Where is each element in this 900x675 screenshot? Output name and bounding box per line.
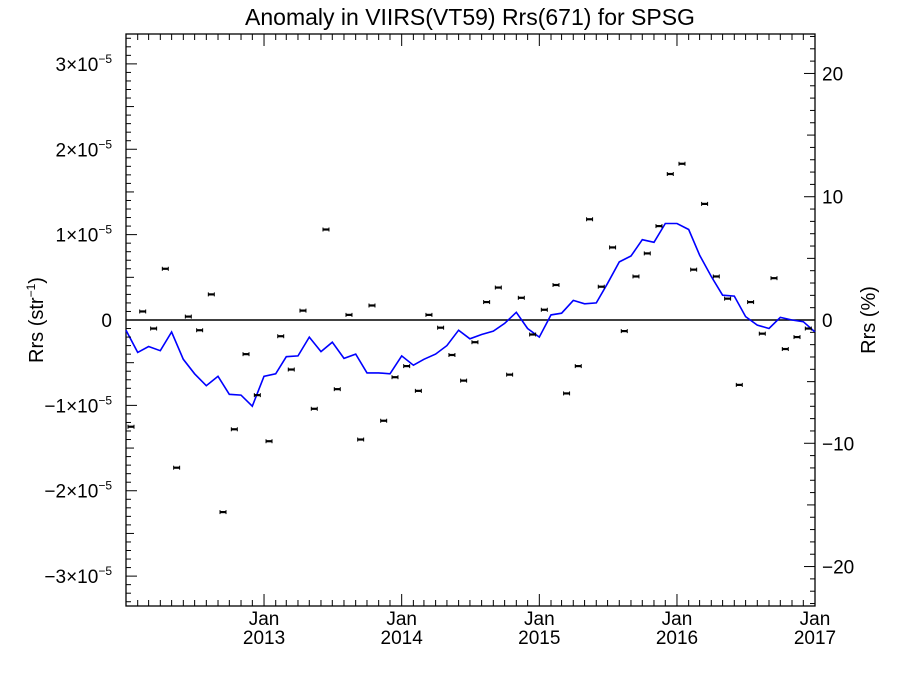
anomaly-point: [414, 388, 422, 393]
anomaly-point: [287, 367, 295, 372]
y-right-axis-title-text: Rrs (%): [858, 286, 880, 354]
anomaly-point: [494, 285, 502, 290]
anomaly-point: [724, 296, 732, 301]
anomaly-point: [483, 300, 491, 305]
anomaly-point: [460, 378, 468, 383]
anomaly-point: [735, 382, 743, 387]
anomaly-point: [563, 391, 571, 396]
x-tick-year-label: 2016: [656, 628, 698, 649]
anomaly-point: [242, 352, 250, 357]
anomaly-point: [620, 329, 628, 334]
chart-title: Anomaly in VIIRS(VT59) Rrs(671) for SPSG: [245, 4, 695, 30]
y-left-axis-title-close: ): [26, 277, 48, 284]
anomaly-point: [781, 347, 789, 352]
y-left-tick-label: −1×10−5: [44, 393, 112, 417]
axis-ticks: 3×10−5 2×10−5 1×10−5 0 −1×10−5 −2×10−5 −3×10−5…: [44, 34, 854, 649]
anomaly-point: [666, 172, 674, 177]
anomaly-point: [380, 418, 388, 423]
y-right-axis-title: Rrs (%): [858, 286, 880, 354]
y-left-axis-title-text: Rrs (str: [26, 297, 48, 363]
anomaly-point: [161, 266, 169, 271]
anomaly-line-series: [125, 222, 816, 408]
x-tick-month-label: Jan: [524, 609, 555, 630]
y-left-axis-title-sup: −1: [24, 283, 38, 297]
anomaly-point: [517, 295, 525, 300]
y-left-tick-label: 1×10−5: [56, 223, 113, 247]
x-tick-year-label: 2013: [243, 628, 285, 649]
anomaly-point: [299, 308, 307, 313]
anomaly-line: [125, 222, 816, 408]
anomaly-point: [345, 312, 353, 317]
x-tick-year-label: 2017: [794, 628, 836, 649]
monthly-anomaly-points: [127, 161, 812, 515]
anomaly-point: [265, 439, 273, 444]
anomaly-point: [150, 326, 158, 331]
x-tick-month-label: Jan: [800, 609, 831, 630]
anomaly-point: [368, 303, 376, 308]
anomaly-point: [643, 251, 651, 256]
anomaly-point: [127, 424, 135, 429]
anomaly-point: [391, 375, 399, 380]
x-tick-year-label: 2015: [518, 628, 560, 649]
anomaly-point: [690, 267, 698, 272]
anomaly-point: [403, 364, 411, 369]
y-right-tick-label: 10: [822, 188, 843, 209]
anomaly-point: [804, 326, 812, 331]
anomaly-point: [184, 314, 192, 319]
anomaly-point: [219, 510, 227, 515]
y-right-tick-label: −20: [822, 558, 854, 579]
anomaly-point: [552, 282, 560, 287]
anomaly-point: [437, 325, 445, 330]
anomaly-point: [196, 328, 204, 333]
anomaly-point: [712, 274, 720, 279]
anomaly-point: [632, 274, 640, 279]
anomaly-point: [655, 224, 663, 229]
anomaly-point: [173, 465, 181, 470]
anomaly-point: [333, 387, 341, 392]
anomaly-point: [701, 201, 709, 206]
anomaly-point: [207, 292, 215, 297]
x-tick-month-label: Jan: [249, 609, 280, 630]
y-left-tick-label: −2×10−5: [44, 479, 112, 503]
y-left-tick-label: 0: [101, 311, 112, 332]
anomaly-point: [322, 227, 330, 232]
anomaly-point: [139, 309, 147, 314]
anomaly-point: [310, 406, 318, 411]
anomaly-point: [574, 364, 582, 369]
y-left-axis-title: Rrs (str−1): [24, 277, 48, 363]
anomaly-point: [230, 427, 238, 432]
y-left-tick-label: 2×10−5: [56, 137, 113, 161]
anomaly-point: [597, 284, 605, 289]
anomaly-point: [793, 335, 801, 340]
anomaly-point: [529, 332, 537, 337]
anomaly-point: [277, 334, 285, 339]
anomaly-point: [540, 307, 548, 312]
x-tick-month-label: Jan: [662, 609, 693, 630]
y-left-tick-label: −3×10−5: [44, 564, 112, 588]
anomaly-point: [506, 372, 514, 377]
y-right-tick-label: 20: [822, 64, 843, 85]
anomaly-point: [253, 393, 261, 398]
anomaly-point: [448, 353, 456, 358]
anomaly-point: [770, 276, 778, 281]
svg-text:Rrs (str−1): Rrs (str−1): [24, 277, 48, 363]
anomaly-point: [586, 217, 594, 222]
x-tick-year-label: 2014: [381, 628, 424, 649]
y-right-tick-label: −10: [822, 434, 854, 455]
anomaly-point: [758, 331, 766, 336]
anomaly-point: [471, 340, 479, 345]
anomaly-point: [609, 245, 617, 250]
x-tick-month-label: Jan: [386, 609, 417, 630]
y-right-tick-label: 0: [822, 311, 833, 332]
anomaly-point: [425, 312, 433, 317]
anomaly-point: [357, 437, 365, 442]
y-left-tick-label: 3×10−5: [56, 52, 113, 76]
anomaly-point: [678, 161, 686, 166]
anomaly-point: [747, 300, 755, 305]
